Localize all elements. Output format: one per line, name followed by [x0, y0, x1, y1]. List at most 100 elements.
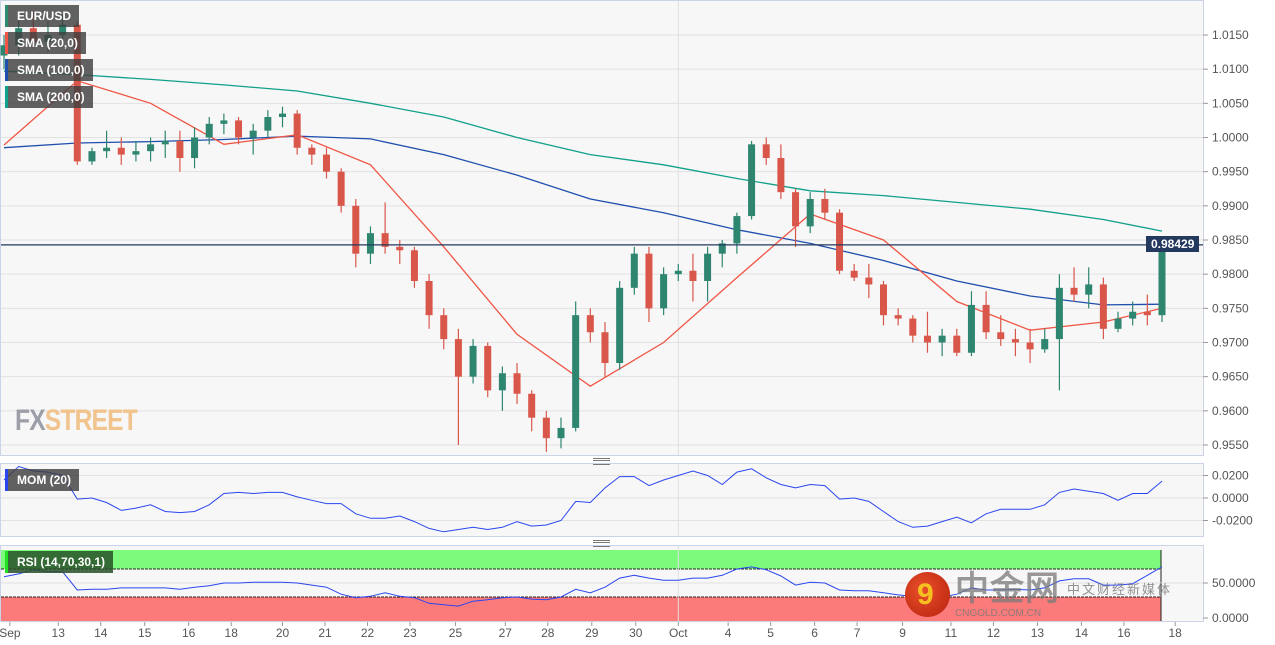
candle — [0, 35, 8, 70]
candle — [103, 130, 111, 158]
candle-body — [59, 24, 67, 35]
x-tick-label: 14 — [94, 626, 108, 640]
candle — [894, 308, 902, 326]
x-tick-label: 20 — [276, 626, 290, 640]
candle-body — [1085, 284, 1093, 295]
candle-body — [557, 427, 565, 439]
candle — [1041, 328, 1049, 353]
oversold-zone — [1, 597, 1161, 621]
color-swatch — [5, 86, 8, 108]
fxstreet-watermark: FXSTREET — [15, 404, 138, 437]
candle-body — [645, 253, 653, 309]
x-tick-label: 7 — [854, 626, 861, 640]
candle-body — [616, 287, 624, 363]
candle — [674, 263, 682, 281]
candle-body — [513, 373, 521, 394]
x-tick-label: 13 — [52, 626, 66, 640]
legend-sma100[interactable]: SMA (100,0) — [5, 59, 93, 81]
current-price-label: 0.98429 — [1146, 236, 1200, 252]
candle-body — [293, 113, 301, 148]
candle — [220, 113, 228, 135]
candle — [235, 117, 243, 145]
legend-label: RSI (14,70,30,1) — [17, 555, 106, 569]
candle-body — [997, 332, 1005, 340]
candle-body — [264, 117, 272, 131]
x-tick-label: 16 — [1117, 626, 1131, 640]
sma100-line — [3, 135, 1163, 306]
y-tick-label: 1.0050 — [1212, 96, 1249, 110]
legend-rsi[interactable]: RSI (14,70,30,1) — [5, 551, 114, 573]
candle — [982, 291, 990, 340]
candle — [191, 127, 199, 169]
legend-sma20[interactable]: SMA (20,0) — [5, 32, 86, 54]
candle — [953, 328, 961, 357]
candle-body — [1011, 339, 1019, 343]
candle-body — [586, 315, 594, 333]
cngold-logo: 9 中金网 CNGOLD.COM.CN 中文财经新媒体 — [905, 570, 1175, 622]
x-tick-label: 15 — [138, 626, 152, 640]
candle-body — [205, 123, 213, 138]
momentum-panel — [0, 463, 1204, 537]
candle — [1129, 301, 1137, 326]
color-swatch — [5, 469, 8, 491]
legend-label: SMA (100,0) — [17, 63, 85, 77]
candle — [923, 311, 931, 353]
y-tick-label: 1.0000 — [1212, 131, 1249, 145]
candle — [865, 263, 873, 299]
candle-body — [279, 113, 287, 117]
candle-body — [909, 318, 917, 336]
panel-resize-handle[interactable] — [593, 458, 610, 465]
legend-sma200[interactable]: SMA (200,0) — [5, 86, 93, 108]
candle — [909, 315, 917, 343]
candle — [748, 140, 756, 220]
candle-body — [0, 45, 8, 56]
rsi-tick-label: 0.0000 — [1212, 611, 1249, 625]
candle-body — [454, 339, 462, 377]
candle — [586, 308, 594, 343]
cngold-tagline: 中文财经新媒体 — [1067, 582, 1173, 597]
x-tick-label: 6 — [811, 626, 818, 640]
candle-body — [923, 335, 931, 343]
candle-body — [410, 250, 418, 281]
y-tick-label: 1.0150 — [1212, 28, 1249, 42]
candle-body — [630, 253, 638, 288]
candle — [1158, 240, 1166, 322]
y-tick-label: 0.9550 — [1212, 438, 1249, 452]
panel-resize-handle[interactable] — [593, 540, 610, 547]
candle — [762, 137, 770, 165]
cngold-name: 中金网 — [955, 570, 1060, 608]
candle-body — [850, 270, 858, 278]
candle-body — [865, 277, 873, 285]
legend-eurusd[interactable]: EUR/USD — [5, 5, 80, 27]
candle — [264, 110, 272, 138]
candle — [528, 390, 536, 432]
mom-tick-label: -0.0200 — [1212, 514, 1253, 528]
candle-body — [469, 345, 477, 377]
candle — [205, 117, 213, 145]
x-tick-label: 11 — [945, 626, 958, 640]
candle-body — [704, 253, 712, 281]
candle — [850, 263, 858, 281]
candle-body — [1143, 311, 1151, 316]
candle — [337, 168, 345, 213]
candle-body — [967, 304, 975, 353]
candle — [322, 147, 330, 179]
candle-body — [938, 335, 946, 343]
candle-body — [1099, 284, 1107, 329]
y-tick-label: 0.9950 — [1212, 165, 1249, 179]
mom-tick-label: 0.0000 — [1212, 491, 1249, 505]
legend-label: EUR/USD — [17, 9, 72, 23]
legend-mom[interactable]: MOM (20) — [5, 469, 79, 491]
x-tick-label: 29 — [585, 626, 599, 640]
candle-body — [836, 212, 844, 271]
y-tick-label: 0.9600 — [1212, 404, 1249, 418]
candle — [879, 281, 887, 326]
color-swatch — [5, 551, 8, 573]
candle — [1099, 277, 1107, 340]
x-tick-label: 21 — [318, 626, 332, 640]
candle-body — [879, 284, 887, 316]
sma20-line — [3, 80, 1163, 387]
candle — [88, 147, 96, 165]
candle-body — [440, 315, 448, 340]
